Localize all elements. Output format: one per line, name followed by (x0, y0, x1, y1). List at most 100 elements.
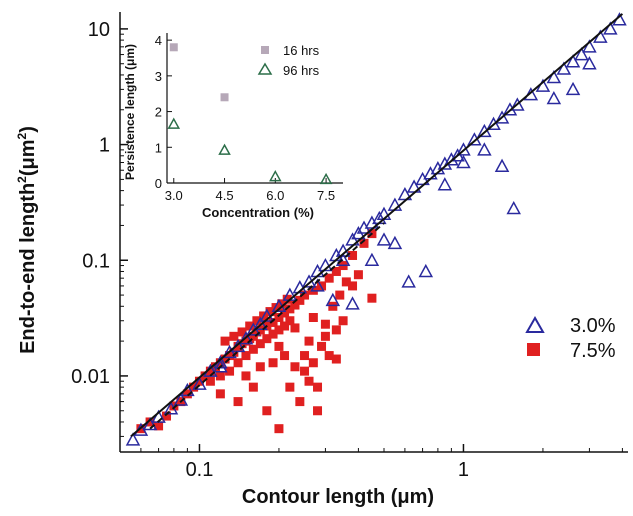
data-point-7-5pct (241, 371, 251, 381)
y-tick-label: 1 (99, 135, 110, 157)
data-point-7-5pct (331, 325, 341, 335)
inset-legend-marker-96hrs (257, 62, 273, 75)
data-point-7-5pct (255, 362, 265, 372)
data-point-3pct (486, 116, 501, 130)
data-point-3pct (318, 257, 333, 272)
data-point-7-5pct (290, 323, 300, 333)
data-point-3pct (546, 90, 562, 105)
data-point-3pct (523, 87, 539, 101)
data-point-3pct (325, 292, 341, 307)
data-point-7-5pct (331, 354, 341, 364)
data-point-7-5pct (225, 366, 235, 376)
data-point-7-5pct (348, 250, 358, 260)
data-point-3pct (259, 308, 275, 322)
data-point-7-5pct (255, 339, 265, 349)
data-point-3pct (345, 296, 360, 310)
inset-point-96hrs (218, 143, 231, 155)
data-point-3pct (401, 274, 416, 288)
data-point-7-5pct (274, 325, 284, 335)
data-point-7-5pct (274, 341, 284, 351)
data-point-7-5pct (262, 334, 272, 344)
legend-label-7-5pct: 7.5% (570, 340, 616, 362)
data-point-7-5pct (324, 351, 334, 361)
data-point-7-5pct (229, 331, 239, 341)
inset-x-tick-label: 3.0 (165, 188, 183, 203)
data-point-7-5pct (205, 376, 215, 386)
data-point-3pct (603, 21, 618, 35)
inset-point-96hrs (167, 117, 181, 129)
data-point-7-5pct (274, 312, 284, 322)
inset-legend: 16 hrs 96 hrs (257, 43, 320, 78)
data-point-7-5pct (320, 331, 330, 341)
data-point-3pct (456, 154, 471, 169)
data-point-7-5pct (338, 316, 348, 326)
data-point-3pct (301, 274, 317, 288)
data-point-7-5pct (262, 406, 272, 416)
inset-y-tick-label: 1 (155, 140, 162, 155)
data-point-7-5pct (237, 327, 247, 337)
data-point-7-5pct (229, 347, 239, 357)
data-point-7-5pct (189, 382, 199, 392)
data-point-7-5pct (300, 366, 310, 376)
data-point-7-5pct (271, 303, 281, 313)
inset-point-16hrs (220, 93, 229, 102)
data-point-7-5pct (313, 382, 323, 392)
data-point-7-5pct (252, 316, 262, 326)
inset-x-tick-label: 6.0 (266, 188, 284, 203)
data-point-7-5pct (169, 401, 179, 411)
data-point-7-5pct (367, 293, 377, 303)
data-point-3pct (213, 359, 228, 373)
legend-marker-7-5pct (527, 343, 540, 356)
inset-y-tick-label: 2 (155, 105, 162, 120)
inset-y-tick-label: 3 (155, 69, 162, 84)
data-point-7-5pct (265, 307, 275, 317)
data-point-3pct (456, 142, 471, 156)
data-point-7-5pct (331, 266, 341, 276)
data-point-7-5pct (308, 312, 318, 322)
data-point-7-5pct (300, 290, 310, 300)
data-point-7-5pct (241, 351, 251, 361)
data-point-7-5pct (233, 358, 243, 368)
data-point-7-5pct (285, 316, 295, 326)
data-point-3pct (376, 232, 392, 246)
data-point-7-5pct (280, 321, 290, 331)
data-point-7-5pct (348, 281, 358, 291)
y-tick-label: 0.01 (71, 366, 110, 388)
inset-x-tick-label: 4.5 (215, 188, 233, 203)
inset-x-axis-title: Concentration (%) (202, 205, 314, 220)
data-point-3pct (506, 200, 521, 215)
solid-fit-line (130, 13, 624, 438)
data-point-7-5pct (248, 344, 258, 354)
data-point-7-5pct (320, 319, 330, 329)
data-point-3pct (418, 263, 434, 278)
inset-background (167, 33, 343, 183)
data-point-3pct (142, 416, 158, 431)
data-point-7-5pct (194, 376, 204, 386)
data-point-3pct (494, 158, 510, 172)
y-tick-label: 10 (88, 19, 110, 41)
main-y-axis-title: End-to-end length2(μm2) (15, 126, 39, 354)
data-point-7-5pct (304, 376, 314, 386)
data-point-7-5pct (353, 270, 363, 280)
data-point-7-5pct (277, 299, 287, 309)
y-title-main-text: End-to-end length (17, 183, 39, 354)
data-point-3pct (238, 331, 254, 345)
main-legend: 3.0% 7.5% (525, 315, 616, 362)
data-point-3pct (364, 252, 380, 267)
data-point-3pct (437, 177, 453, 191)
data-point-7-5pct (280, 351, 290, 361)
data-point-7-5pct (285, 382, 295, 392)
x-tick-label: 1 (458, 459, 469, 481)
inset-y-tick-label: 0 (155, 176, 162, 191)
data-point-3pct (510, 97, 525, 111)
data-point-7-5pct (295, 397, 305, 407)
inset-point-16hrs (169, 43, 178, 52)
data-point-3pct (494, 110, 510, 124)
y-title-sup: 2 (15, 176, 29, 183)
data-point-7-5pct (335, 290, 345, 300)
data-point-7-5pct (268, 358, 278, 368)
data-point-3pct (582, 39, 597, 53)
